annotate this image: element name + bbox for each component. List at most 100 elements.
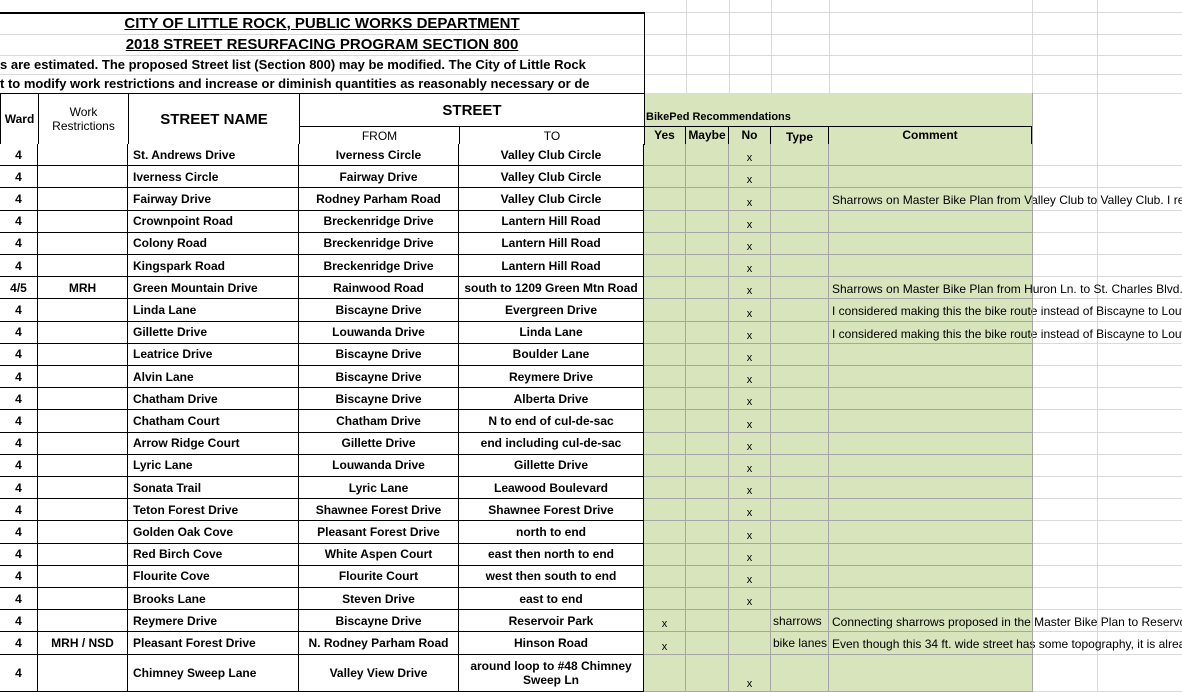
to-cell: Evergreen Drive — [459, 299, 644, 322]
comment-cell: Even though this 34 ft. wide street has … — [829, 632, 1182, 655]
work-cell — [38, 654, 128, 692]
grid-line — [644, 126, 1032, 127]
yes-cell — [644, 343, 686, 366]
from-cell: Lyric Lane — [299, 477, 459, 500]
ward-cell: 4 — [0, 299, 38, 322]
column-header: STREET NAME — [128, 93, 300, 145]
type-cell — [771, 232, 829, 255]
no-cell: x — [729, 299, 771, 322]
maybe-cell — [686, 521, 729, 544]
ward-cell: 4 — [0, 654, 38, 692]
maybe-cell — [686, 654, 729, 692]
maybe-cell — [686, 366, 729, 389]
yes-cell — [644, 321, 686, 344]
bikeped-area — [644, 93, 1032, 692]
no-cell: x — [729, 144, 771, 167]
street-cell: Reymere Drive — [128, 610, 299, 633]
street-cell: Red Birch Cove — [128, 543, 299, 566]
no-cell: x — [729, 188, 771, 211]
maybe-cell — [686, 499, 729, 522]
column-header: TO — [459, 126, 645, 145]
to-cell: Lantern Hill Road — [459, 232, 644, 255]
work-cell — [38, 299, 128, 322]
street-cell: Crownpoint Road — [128, 210, 299, 233]
yes-cell — [644, 410, 686, 433]
to-cell: Shawnee Forest Drive — [459, 499, 644, 522]
yes-cell — [644, 565, 686, 588]
work-cell — [38, 543, 128, 566]
note: s are estimated. The proposed Street lis… — [0, 57, 586, 72]
from-cell: Biscayne Drive — [299, 610, 459, 633]
yes-cell — [644, 299, 686, 322]
ward-cell: 4 — [0, 521, 38, 544]
grid-line — [1032, 587, 1182, 588]
type-cell — [771, 477, 829, 500]
ward-cell: 4 — [0, 366, 38, 389]
yes-cell — [644, 499, 686, 522]
to-cell: Lantern Hill Road — [459, 210, 644, 233]
street-cell: Arrow Ridge Court — [128, 432, 299, 455]
type-cell — [771, 388, 829, 411]
to-cell: north to end — [459, 521, 644, 544]
street-cell: Linda Lane — [128, 299, 299, 322]
to-cell: Gillette Drive — [459, 454, 644, 477]
ward-cell: 4 — [0, 210, 38, 233]
no-cell — [729, 632, 771, 655]
to-cell: Reservoir Park — [459, 610, 644, 633]
to-cell: Alberta Drive — [459, 388, 644, 411]
work-cell — [38, 255, 128, 278]
comment-cell — [829, 455, 1032, 477]
from-cell: Biscayne Drive — [299, 388, 459, 411]
grid-line — [1032, 254, 1182, 255]
yes-cell — [644, 210, 686, 233]
street-cell: Chatham Court — [128, 410, 299, 433]
type-cell — [771, 144, 829, 167]
work-cell: MRH / NSD — [38, 632, 128, 655]
from-cell: Fairway Drive — [299, 166, 459, 189]
from-cell: N. Rodney Parham Road — [299, 632, 459, 655]
column-header: STREET — [299, 93, 645, 127]
grid-line — [1097, 0, 1098, 692]
comment-cell — [829, 388, 1032, 411]
type-cell — [771, 565, 829, 588]
grid-line — [1032, 564, 1182, 566]
maybe-cell — [686, 255, 729, 278]
type-cell — [771, 366, 829, 389]
no-cell: x — [729, 565, 771, 588]
from-cell: Iverness Circle — [299, 144, 459, 167]
ward-cell: 4 — [0, 432, 38, 455]
to-cell: Hinson Road — [459, 632, 644, 655]
street-cell: Lyric Lane — [128, 454, 299, 477]
work-cell — [38, 521, 128, 544]
street-cell: St. Andrews Drive — [128, 144, 299, 167]
maybe-cell — [686, 343, 729, 366]
type-cell: sharrows — [771, 610, 829, 633]
maybe-cell — [686, 277, 729, 300]
no-cell: x — [729, 366, 771, 389]
ward-cell: 4 — [0, 144, 38, 167]
type-cell — [771, 432, 829, 455]
comment-cell — [829, 544, 1032, 566]
street-cell: Green Mountain Drive — [128, 277, 299, 300]
grid-line — [1032, 542, 1182, 544]
comment-cell — [829, 499, 1032, 522]
to-cell: west then south to end — [459, 565, 644, 588]
maybe-cell — [686, 588, 729, 611]
type-cell — [771, 588, 829, 611]
column-header: No — [729, 126, 771, 144]
no-cell: x — [729, 277, 771, 300]
from-cell: Louwanda Drive — [299, 454, 459, 477]
street-cell: Golden Oak Cove — [128, 521, 299, 544]
ward-cell: 4 — [0, 343, 38, 366]
to-cell: Valley Club Circle — [459, 144, 644, 167]
to-cell: Valley Club Circle — [459, 166, 644, 189]
ward-cell: 4/5 — [0, 277, 38, 300]
no-cell: x — [729, 343, 771, 366]
column-header: Maybe — [686, 126, 729, 144]
maybe-cell — [686, 188, 729, 211]
ward-cell: 4 — [0, 232, 38, 255]
work-cell — [38, 144, 128, 167]
grid-line — [1032, 165, 1182, 167]
ward-cell: 4 — [0, 499, 38, 522]
